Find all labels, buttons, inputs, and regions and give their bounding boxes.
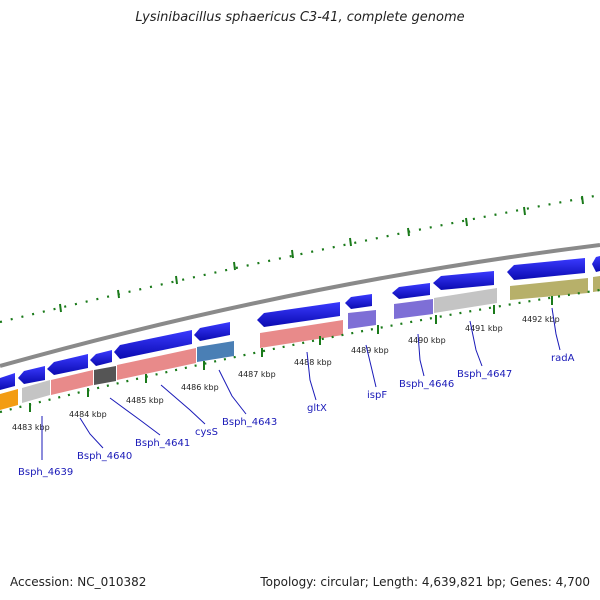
steelblue-block: [197, 341, 234, 362]
kbp-label: 4490 kbp: [408, 336, 446, 345]
cds-arrow: [90, 350, 112, 366]
pink-block: [260, 320, 343, 348]
gc-inner-ticks: [29, 296, 553, 412]
forward-cds-track: [0, 256, 600, 390]
gene-label: Bsph_4646: [399, 379, 454, 390]
gene-label: radA: [551, 353, 575, 364]
cds-arrow: [392, 283, 430, 299]
kbp-label: 4485 kbp: [126, 396, 164, 405]
kbp-label: 4486 kbp: [181, 383, 219, 392]
cds-arrow: [194, 322, 230, 341]
gene-label: Bsph_4643: [222, 417, 277, 428]
map-title: Lysinibacillus sphaericus C3-41, complet…: [135, 10, 465, 25]
gene-label: ispF: [367, 390, 387, 401]
cds-arrow: [345, 294, 372, 309]
cds-arrow: [257, 302, 340, 327]
darkgray-block: [94, 366, 116, 385]
kbp-label: 4487 kbp: [238, 370, 276, 379]
topology-label: Topology: circular; Length: 4,639,821 bp…: [260, 575, 590, 589]
gray-block: [434, 288, 497, 313]
kbp-label: 4483 kbp: [12, 423, 50, 432]
gene-label: Bsph_4647: [457, 369, 512, 380]
cds-arrow: [114, 330, 192, 359]
kbp-scale: 4483 kbp 4484 kbp 4485 kbp 4486 kbp 4487…: [12, 315, 560, 432]
gene-label: gltX: [307, 403, 327, 414]
gray-block: [22, 380, 50, 403]
pink-block: [51, 370, 93, 395]
kbp-label: 4488 kbp: [294, 358, 332, 367]
gc-ticks: [59, 195, 584, 313]
kbp-label: 4492 kbp: [522, 315, 560, 324]
orange-block: [0, 389, 18, 410]
olive-block: [593, 276, 600, 292]
cds-arrow: [0, 373, 15, 390]
gene-label: Bsph_4640: [77, 451, 132, 462]
genome-backbone: [0, 243, 600, 368]
cds-arrow: [18, 366, 45, 384]
cds-arrow: [507, 258, 585, 280]
cds-arrow: [47, 354, 88, 375]
gene-label: Bsph_4641: [135, 438, 190, 449]
gene-leaders: [41, 307, 561, 460]
purple-block: [348, 310, 376, 329]
kbp-label: 4484 kbp: [69, 410, 107, 419]
gene-labels: Bsph_4639 Bsph_4640 Bsph_4641 cysS Bsph_…: [18, 353, 575, 478]
kbp-label: 4489 kbp: [351, 346, 389, 355]
kbp-label: 4491 kbp: [465, 324, 503, 333]
category-track: [0, 276, 600, 410]
gene-label: Bsph_4639: [18, 467, 73, 478]
olive-block: [510, 278, 588, 300]
cds-arrow: [433, 271, 494, 290]
cds-arrow: [592, 256, 600, 272]
purple-block: [394, 299, 433, 319]
gene-label: cysS: [195, 427, 218, 438]
accession-label: Accession: NC_010382: [10, 575, 147, 589]
pink-block: [117, 348, 196, 380]
